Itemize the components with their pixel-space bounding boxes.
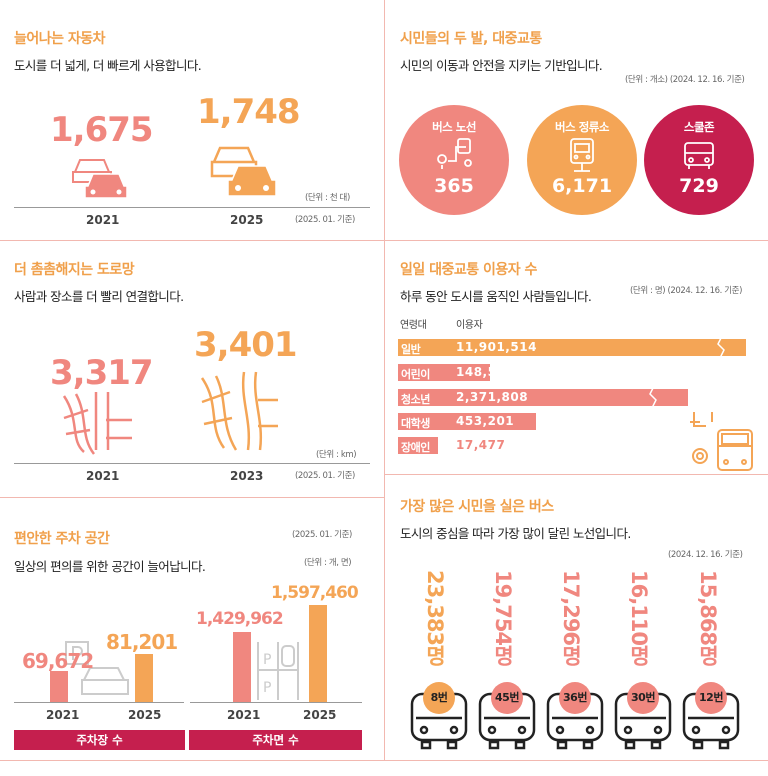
school-bus-icon [684, 142, 714, 169]
transit-subtitle: 시민의 이동과 안전을 지키는 기반입니다. [400, 58, 603, 73]
cars-year-2021: 2021 [86, 213, 120, 227]
cars-2025-icon [210, 146, 277, 197]
school-zone-label: 스쿨존 [683, 120, 715, 134]
bottom-divider [0, 760, 768, 761]
parking-subtitle: 일상의 편의를 위한 공간이 늘어납니다. [14, 559, 206, 574]
roads-year-2021: 2021 [86, 469, 120, 483]
busiest-subtitle: 도시의 중심을 따라 가장 많이 달린 노선입니다. [400, 526, 631, 541]
roads-baseline [14, 463, 370, 464]
row-divider-left [0, 497, 384, 498]
bus-stop-value: 6,171 [551, 175, 613, 197]
parking-lots-bar-2025 [135, 654, 153, 702]
parking-spaces-baseline [190, 702, 362, 703]
roads-value-2023: 3,401 [194, 325, 298, 365]
rider-value-general: 11,901,514 [456, 340, 537, 354]
transit-title: 시민들의 두 발, 대중교통 [400, 31, 542, 47]
riders-subtitle: 하루 동안 도시를 움직인 사람들입니다. [400, 289, 592, 304]
parking-spaces-year-2021: 2021 [227, 708, 261, 722]
parking-spaces-label: 주차면 수 [189, 730, 362, 750]
row-divider-1 [0, 240, 768, 241]
roads-unit: (단위 : km) [316, 450, 357, 460]
parking-lots-year-2021: 2021 [46, 708, 80, 722]
rider-label-youth: 청소년 [398, 389, 433, 406]
route-number-5: 12번 [695, 682, 727, 714]
cars-value-2021: 1,675 [50, 110, 154, 150]
rider-label-university: 대학생 [398, 413, 433, 430]
route-number-4: 30번 [627, 682, 659, 714]
busiest-basis: (2024. 12. 16. 기준) [668, 550, 743, 560]
road-network-2021-icon [62, 392, 132, 455]
route-map-icon [437, 138, 472, 169]
parking-spaces-2025: 1,597,460 [271, 583, 359, 603]
road-network-2023-icon [200, 371, 278, 451]
parking-lots-year-2025: 2025 [128, 708, 162, 722]
parking-title: 편안한 주차 공간 [14, 531, 110, 547]
transit-basis: (단위 : 개소) (2024. 12. 16. 기준) [625, 75, 745, 85]
roads-basis: (2025. 01. 기준) [295, 471, 355, 481]
bus-stop-circle: 버스 정류소 6,171 [527, 105, 637, 215]
route-value-5: 15,868명 [696, 570, 720, 666]
cars-value-2025: 1,748 [197, 92, 301, 132]
roads-value-2021: 3,317 [50, 353, 154, 393]
rider-label-general: 일반 [398, 339, 424, 356]
busiest-title: 가장 많은 시민을 실은 버스 [400, 499, 554, 515]
route-number-1: 8번 [423, 682, 455, 714]
cars-2021-icon [72, 159, 128, 199]
roads-title: 더 촘촘해지는 도로망 [14, 262, 135, 278]
parking-spaces-bar-2025 [309, 605, 327, 702]
route-value-3: 17,296명 [559, 570, 583, 666]
rider-bar-general [398, 339, 746, 356]
svg-text:P: P [263, 652, 271, 668]
bus-route-value: 365 [434, 175, 474, 197]
route-number-2: 45번 [491, 682, 523, 714]
route-value-4: 16,110명 [627, 570, 651, 666]
school-zone-value: 729 [679, 175, 719, 197]
row-divider-right [384, 474, 768, 475]
svg-text:P: P [263, 680, 271, 696]
cars-baseline [14, 207, 370, 208]
rider-value-university: 453,201 [456, 414, 515, 428]
rider-value-children: 148,577 [456, 365, 515, 379]
parking-lots-bar-2021 [50, 671, 68, 702]
rider-bar-youth [398, 389, 688, 406]
route-value-1: 23,383명 [423, 570, 447, 666]
bus-stop-icon [570, 138, 594, 172]
rider-value-youth: 2,371,808 [456, 390, 529, 404]
parking-lots-2021: 69,672 [22, 649, 94, 673]
parking-basis: (2025. 01. 기준) [292, 530, 352, 540]
route-value-2: 19,754명 [491, 570, 515, 666]
riders-basis: (단위 : 명) (2024. 12. 16. 기준) [630, 286, 743, 296]
riders-col-age: 연령대 [400, 320, 427, 331]
parking-lots-baseline [14, 702, 184, 703]
parking-spaces-year-2025: 2025 [303, 708, 337, 722]
rider-label-disabled: 장애인 [398, 437, 433, 454]
bus-transit-icon [690, 412, 753, 471]
bar-break-mark [717, 336, 725, 360]
parking-space-icon: P P [257, 642, 299, 700]
riders-title: 일일 대중교통 이용자 수 [400, 262, 537, 278]
rider-value-disabled: 17,477 [456, 438, 506, 452]
center-divider [384, 0, 385, 760]
roads-subtitle: 사람과 장소를 더 빨리 연결합니다. [14, 289, 184, 304]
parking-lots-2025: 81,201 [106, 630, 178, 654]
parking-spaces-bar-2021 [233, 632, 251, 702]
rider-label-children: 어린이 [398, 364, 433, 381]
bus-route-circle: 버스 노선 365 [399, 105, 509, 215]
bus-stop-label: 버스 정류소 [555, 120, 609, 134]
parking-spaces-2021: 1,429,962 [196, 609, 284, 629]
school-zone-circle: 스쿨존 729 [644, 105, 754, 215]
route-number-3: 36번 [559, 682, 591, 714]
cars-year-2025: 2025 [230, 213, 264, 227]
cars-unit: (단위 : 천 대) [305, 193, 350, 203]
roads-year-2023: 2023 [230, 469, 264, 483]
parking-lot-icon [65, 641, 129, 695]
cars-subtitle: 도시를 더 넓게, 더 빠르게 사용합니다. [14, 58, 202, 73]
parking-unit: (단위 : 개, 면) [304, 558, 352, 568]
bar-break-mark [649, 386, 657, 410]
parking-lots-label: 주차장 수 [14, 730, 185, 750]
bus-route-label: 버스 노선 [432, 120, 476, 134]
cars-basis: (2025. 01. 기준) [295, 215, 355, 225]
cars-title: 늘어나는 자동차 [14, 31, 106, 47]
riders-col-users: 이용자 [456, 320, 483, 331]
